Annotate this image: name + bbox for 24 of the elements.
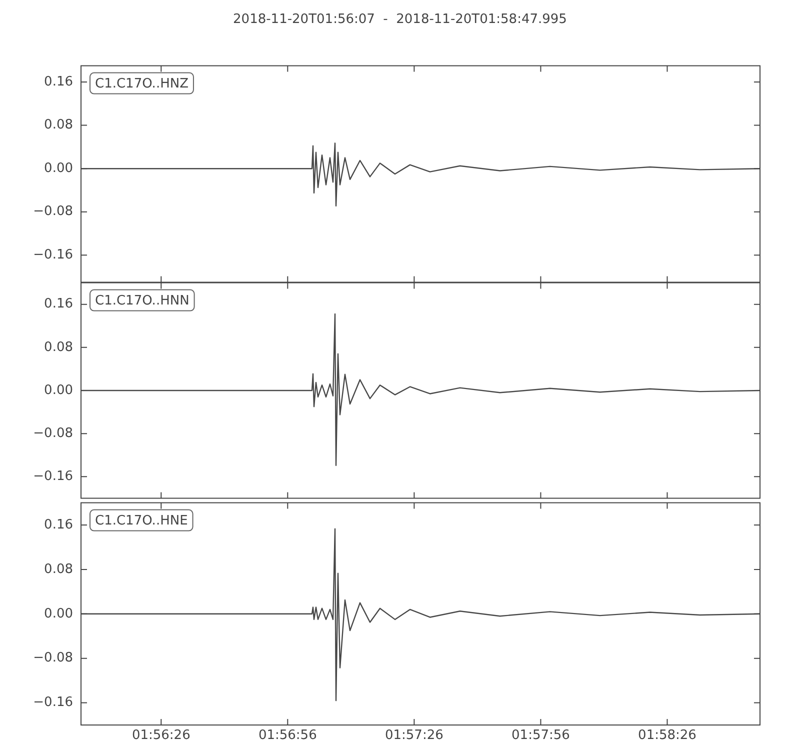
y-tick-label: −0.08 xyxy=(33,204,73,220)
annotation: C1.C17O..HNE xyxy=(95,514,188,529)
x-tick-label: 01:56:26 xyxy=(132,728,190,744)
annotation: C1.C17O..HNN xyxy=(95,294,190,309)
x-tick-label: 01:56:56 xyxy=(258,728,317,744)
x-tick-label: 01:58:26 xyxy=(638,728,696,744)
y-tick-label: −0.16 xyxy=(33,248,73,263)
y-tick-label: 0.08 xyxy=(44,340,73,355)
y-tick-label: −0.16 xyxy=(33,469,73,484)
x-tick-label: 01:57:26 xyxy=(384,728,444,744)
x-tick-label: 01:57:56 xyxy=(512,728,570,744)
y-tick-label: 0.08 xyxy=(44,118,73,133)
y-tick-label: 0.16 xyxy=(44,517,73,532)
chart-title: 2018-11-20T01:56:07 - 2018-11-20T01:58:47.995 xyxy=(232,12,568,27)
y-tick-label: 0.00 xyxy=(44,160,73,176)
y-tick-label: −0.08 xyxy=(33,426,73,441)
y-tick-label: 0.16 xyxy=(44,296,73,312)
y-tick-label: 0.16 xyxy=(44,74,73,90)
y-tick-label: 0.00 xyxy=(44,606,73,622)
y-tick-label: 0.08 xyxy=(44,562,73,577)
y-tick-label: −0.16 xyxy=(33,695,73,710)
y-tick-label: −0.08 xyxy=(33,650,73,666)
y-tick-label: 0.00 xyxy=(44,382,73,398)
annotation: C1.C17O..HNZ xyxy=(95,76,189,92)
